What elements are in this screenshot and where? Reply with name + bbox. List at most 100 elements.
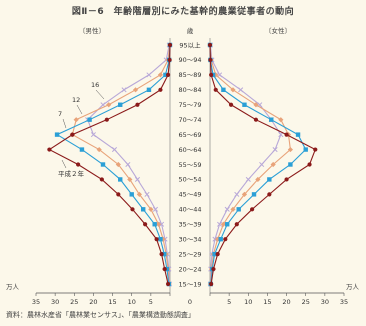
- data-point: [165, 72, 171, 77]
- data-point: [212, 251, 217, 257]
- x-tick-label: 15: [108, 298, 116, 306]
- age-group-label: 75～79: [178, 101, 201, 109]
- data-point: [146, 72, 152, 78]
- right-panel-label: 〔女性〕: [265, 26, 291, 35]
- data-point: [218, 236, 223, 242]
- data-point: [104, 117, 109, 122]
- x-tick-label: 10: [244, 298, 252, 306]
- x-tick-label: 30: [51, 298, 59, 306]
- age-group-label: 55～59: [178, 161, 201, 169]
- age-group-label: 30～34: [178, 235, 201, 243]
- data-point: [99, 177, 104, 182]
- annotation-leader: [95, 89, 105, 100]
- data-point: [167, 57, 172, 63]
- data-point: [284, 132, 289, 137]
- data-point: [209, 281, 214, 287]
- age-group-label: 60～64: [178, 146, 201, 154]
- x-tick-label: 25: [302, 298, 310, 306]
- data-point: [313, 147, 318, 152]
- annotation-leader: [76, 104, 83, 115]
- data-point: [225, 222, 230, 227]
- data-point: [158, 87, 163, 92]
- series-annotation: 12: [72, 96, 80, 104]
- data-point: [208, 57, 213, 63]
- data-point: [70, 132, 75, 137]
- age-group-label: 25～29: [178, 250, 201, 258]
- unit-label-left: 万人: [6, 283, 20, 291]
- series-平成２年: [47, 42, 318, 287]
- x-tick-label: 5: [149, 298, 153, 306]
- data-point: [155, 221, 162, 227]
- data-point: [164, 266, 170, 272]
- series-line-male: [71, 44, 171, 285]
- data-point: [241, 191, 248, 197]
- data-point: [165, 281, 171, 287]
- data-point: [295, 132, 301, 137]
- left-panel-label: 〔男性〕: [79, 26, 105, 35]
- data-point: [141, 207, 146, 212]
- data-point: [146, 87, 152, 93]
- data-point: [303, 147, 308, 152]
- data-point: [288, 162, 293, 167]
- x-tick-label: 35: [32, 298, 40, 306]
- data-point: [242, 102, 247, 107]
- age-group-label: 90～94: [178, 56, 201, 64]
- data-point: [157, 72, 164, 78]
- data-point: [267, 177, 272, 182]
- data-point: [159, 221, 165, 227]
- age-group-label: 45～49: [178, 191, 201, 199]
- series-annotation: 7: [58, 110, 62, 118]
- data-point: [163, 72, 168, 78]
- data-point: [224, 206, 230, 212]
- series-line-female: [209, 44, 291, 285]
- data-point: [245, 176, 251, 182]
- data-point: [272, 147, 278, 153]
- x-tick-label: 30: [321, 298, 329, 306]
- series-line-male: [48, 44, 171, 285]
- x-tick-label: 20: [89, 298, 97, 306]
- data-point: [158, 236, 163, 242]
- unit-label-right: 万人: [346, 283, 360, 291]
- data-point: [212, 236, 218, 242]
- data-point: [207, 42, 213, 48]
- data-point: [115, 161, 121, 168]
- data-point: [152, 222, 157, 227]
- data-point: [215, 252, 220, 257]
- data-point: [129, 192, 134, 197]
- data-point: [148, 206, 154, 212]
- x-tick-label: 0: [188, 298, 192, 306]
- data-point: [111, 147, 118, 153]
- annotation-leader: [62, 118, 67, 129]
- data-point: [116, 192, 121, 197]
- data-point: [125, 161, 131, 168]
- data-point: [253, 117, 259, 122]
- age-group-label: 70～74: [178, 116, 201, 124]
- data-point: [236, 207, 241, 212]
- data-point: [278, 117, 284, 123]
- data-point: [118, 102, 123, 107]
- data-point: [132, 87, 139, 93]
- data-point: [234, 222, 239, 227]
- source-note: 資料：農林水産省「農林業センサス」、「農業構造動態調査」: [6, 311, 195, 319]
- data-point: [106, 102, 112, 108]
- data-point: [278, 132, 284, 138]
- x-tick-label: 20: [282, 298, 290, 306]
- x-tick-label: 15: [263, 298, 271, 306]
- data-point: [136, 191, 142, 197]
- center-header: 歳: [187, 26, 194, 35]
- age-group-label: 65～69: [178, 131, 201, 139]
- data-point: [270, 161, 276, 168]
- data-point: [47, 147, 52, 152]
- x-tick-label: 25: [70, 298, 78, 306]
- data-point: [154, 237, 159, 242]
- age-group-label: 50～54: [178, 176, 201, 184]
- data-point: [251, 192, 257, 197]
- age-group-label: 40～44: [178, 206, 201, 214]
- data-point: [121, 87, 127, 93]
- data-point: [96, 146, 102, 153]
- data-point: [135, 102, 140, 107]
- data-point: [130, 207, 135, 212]
- age-group-label: 35～39: [178, 221, 201, 229]
- data-point: [73, 117, 79, 123]
